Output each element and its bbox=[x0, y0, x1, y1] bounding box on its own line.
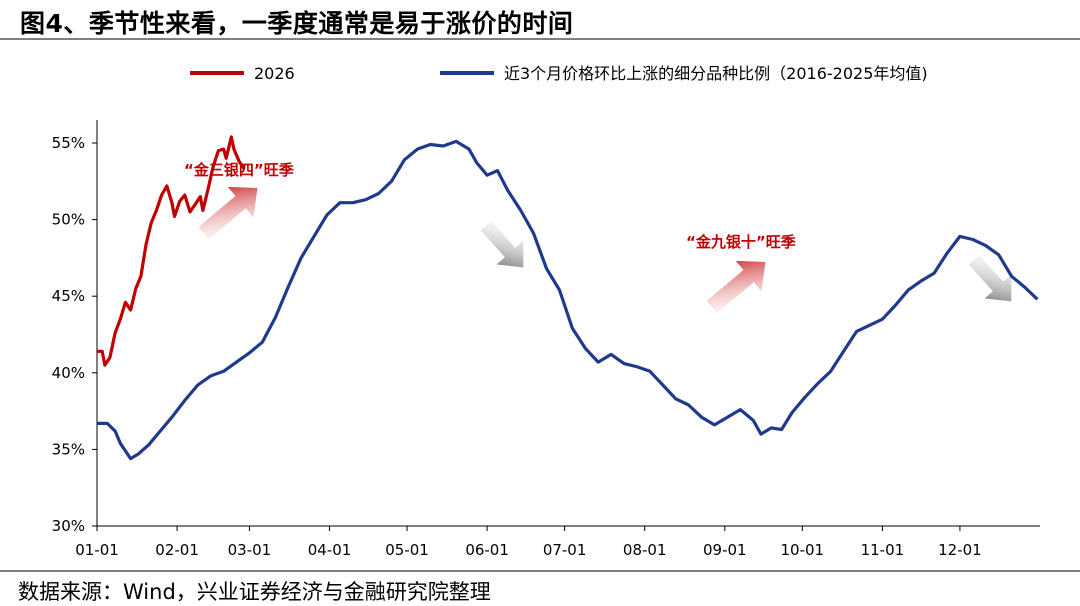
x-tick-label: 11-01 bbox=[861, 541, 905, 559]
x-tick-label: 06-01 bbox=[465, 541, 509, 559]
series-line-2026 bbox=[97, 135, 246, 367]
x-axis-ticks: 01-01 02-01 03-01 04-01 05-01 06-01 07-01 08-01… bbox=[75, 526, 982, 559]
legend-label-2026: 2026 bbox=[254, 64, 295, 83]
arrow-down-may bbox=[480, 221, 524, 268]
y-tick-label: 50% bbox=[52, 211, 85, 229]
x-tick-label: 09-01 bbox=[703, 541, 747, 559]
x-tick-label: 08-01 bbox=[623, 541, 667, 559]
legend: 2026 近3个月价格环比上涨的细分品种比例（2016-2025年均值) bbox=[190, 64, 928, 83]
y-tick-label: 45% bbox=[52, 287, 85, 305]
x-tick-label: 02-01 bbox=[155, 541, 199, 559]
source-note: 数据来源：Wind，兴业证券经济与金融研究院整理 bbox=[18, 580, 491, 604]
x-tick-label: 12-01 bbox=[938, 541, 982, 559]
annotation-spring-peak: “金三银四”旺季 bbox=[184, 161, 294, 179]
legend-label-avg: 近3个月价格环比上涨的细分品种比例（2016-2025年均值) bbox=[504, 64, 928, 83]
x-tick-label: 03-01 bbox=[228, 541, 272, 559]
x-tick-label: 01-01 bbox=[75, 541, 119, 559]
y-tick-label: 35% bbox=[52, 440, 85, 458]
arrow-up-autumn bbox=[706, 260, 766, 314]
source-bar: 数据来源：Wind，兴业证券经济与金融研究院整理 bbox=[0, 570, 1080, 604]
y-axis-ticks: 30% 35% 40% 45% 50% 55% bbox=[52, 134, 97, 535]
line-chart: 2026 近3个月价格环比上涨的细分品种比例（2016-2025年均值) 30%… bbox=[52, 64, 1040, 559]
x-tick-label: 07-01 bbox=[543, 541, 587, 559]
y-tick-label: 40% bbox=[52, 364, 85, 382]
arrow-up-spring bbox=[198, 186, 258, 240]
series-line-average bbox=[97, 139, 1039, 461]
x-tick-label: 04-01 bbox=[308, 541, 352, 559]
figure-title: 图4、季节性来看，一季度通常是易于涨价的时间 bbox=[20, 9, 574, 38]
y-tick-label: 55% bbox=[52, 134, 85, 152]
title-bar: 图4、季节性来看，一季度通常是易于涨价的时间 bbox=[0, 0, 1080, 40]
y-tick-label: 30% bbox=[52, 517, 85, 535]
x-tick-label: 05-01 bbox=[385, 541, 429, 559]
arrow-down-dec bbox=[968, 255, 1012, 302]
annotation-autumn-peak: “金九银十”旺季 bbox=[686, 233, 796, 251]
x-tick-label: 10-01 bbox=[781, 541, 825, 559]
